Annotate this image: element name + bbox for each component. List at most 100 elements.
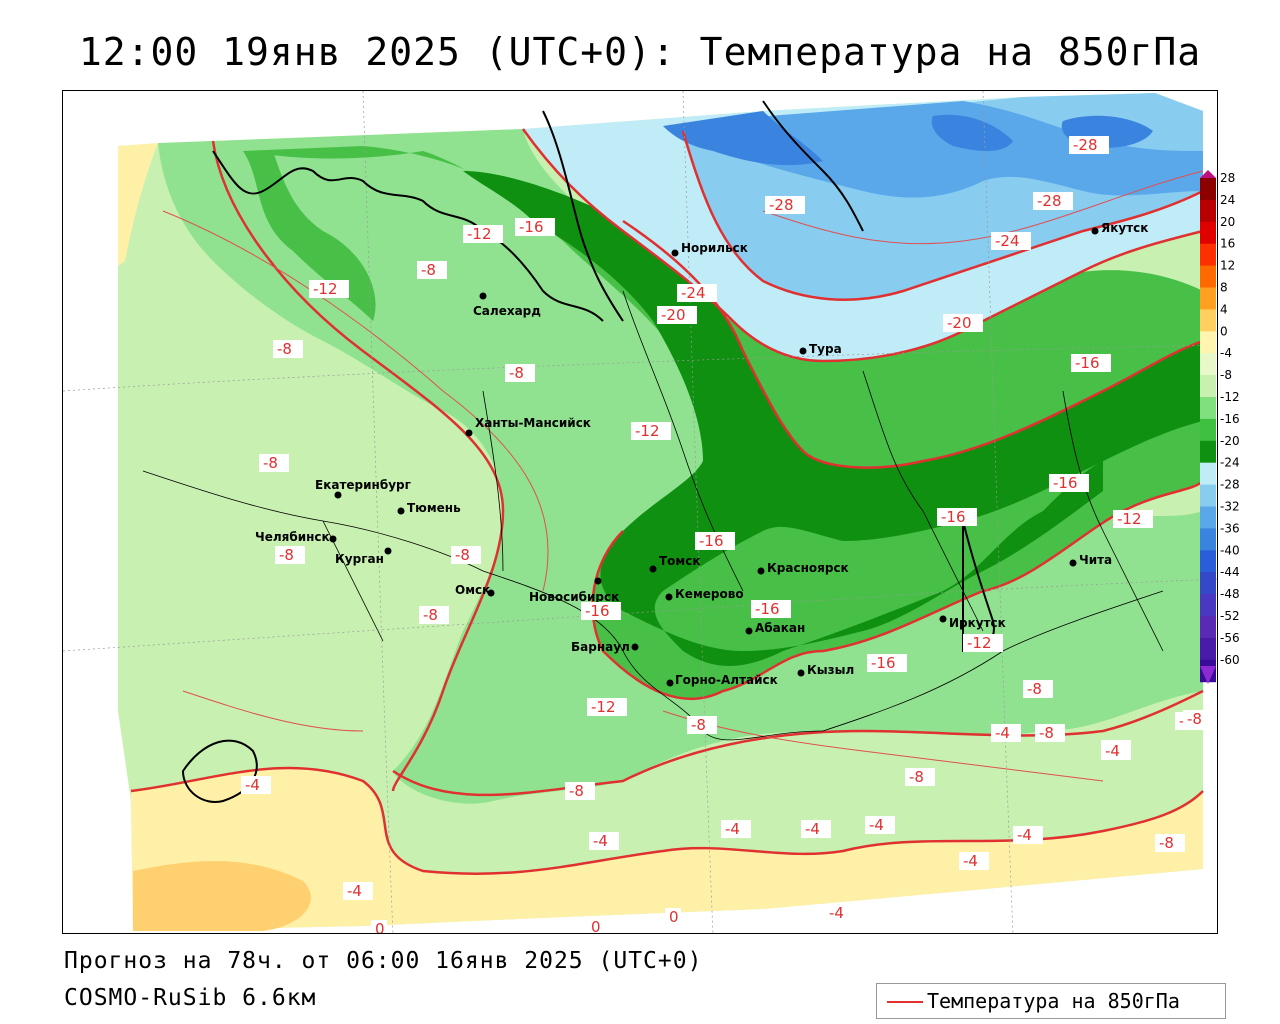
isotherm-label: -4 bbox=[1105, 742, 1120, 760]
colorbar-tick-label: -12 bbox=[1220, 390, 1240, 404]
graticule bbox=[63, 91, 1217, 933]
isotherm-label: -16 bbox=[699, 532, 724, 550]
isotherm-label: -4 bbox=[869, 816, 884, 834]
isotherm-label: -8 bbox=[909, 768, 924, 786]
colorbar-tick-label: -36 bbox=[1220, 521, 1240, 535]
isotherm-label: 0 bbox=[669, 908, 679, 926]
isotherm-label: -8 bbox=[509, 364, 524, 382]
colorbar-swatch bbox=[1200, 418, 1216, 442]
isotherm-label: -8 bbox=[691, 716, 706, 734]
city-label: Курган bbox=[335, 552, 384, 566]
isotherm-label: -4 bbox=[1017, 826, 1032, 844]
city-labels: Норильск Салехард Якутск Тура Ханты-Манс… bbox=[255, 221, 1148, 687]
isotherm-label: 0 bbox=[591, 918, 601, 934]
city-markers bbox=[329, 227, 1099, 687]
isotherm-label: -8 bbox=[279, 546, 294, 564]
city-label: Челябинск bbox=[255, 530, 330, 544]
colorbar-tick-label: 20 bbox=[1220, 215, 1235, 229]
zone-minus-28 bbox=[703, 101, 1203, 198]
city-label: Екатеринбург bbox=[315, 478, 411, 492]
isotherm-label: -28 bbox=[1037, 192, 1062, 210]
colorbar-swatch bbox=[1200, 331, 1216, 354]
colorbar-tick-label: -20 bbox=[1220, 434, 1240, 448]
colorbar-swatch bbox=[1200, 594, 1216, 617]
isotherm-lines bbox=[130, 128, 1204, 875]
isotherm-label: -8 bbox=[263, 454, 278, 472]
isotherm-label: -4 bbox=[245, 776, 260, 794]
colorbar-swatch bbox=[1200, 375, 1216, 398]
line-legend: Температура на 850гПа bbox=[876, 983, 1226, 1019]
colorbar-swatch bbox=[1200, 221, 1216, 245]
colorbar-tick-label: 0 bbox=[1220, 324, 1228, 338]
city-label: Иркутск bbox=[949, 616, 1006, 630]
city-label: Абакан bbox=[755, 621, 805, 635]
isotherm-label: -16 bbox=[1053, 474, 1078, 492]
isotherm-label: -16 bbox=[585, 602, 610, 620]
city-label: Красноярск bbox=[767, 561, 849, 575]
isotherm-label: -8 bbox=[569, 782, 584, 800]
colorbar-swatch bbox=[1200, 572, 1216, 595]
city-label: Якутск bbox=[1101, 221, 1148, 235]
zone-minus-16 bbox=[463, 171, 1203, 666]
colorbar-swatch bbox=[1200, 528, 1216, 551]
isotherm-label: -20 bbox=[661, 306, 686, 324]
isotherm-label: -8 bbox=[455, 546, 470, 564]
isotherm-label: -8 bbox=[421, 261, 436, 279]
isotherm-label: -8 bbox=[1039, 724, 1054, 742]
colorbar-swatch bbox=[1200, 243, 1216, 267]
warm-zone-south bbox=[131, 768, 1203, 931]
colorbar-swatch bbox=[1200, 616, 1216, 639]
city-label: Салехард bbox=[473, 304, 541, 318]
colorbar-tick-label: -16 bbox=[1220, 412, 1240, 426]
city-label: Новосибирск bbox=[529, 590, 619, 604]
city-label: Ханты-Мансийск bbox=[475, 416, 591, 430]
isotherm-label: -4 bbox=[995, 724, 1010, 742]
forecast-info: Прогноз на 78ч. от 06:00 16янв 2025 (UTC… bbox=[64, 948, 703, 974]
legend-line-swatch bbox=[887, 1001, 923, 1003]
city-label: Кемерово bbox=[675, 587, 744, 601]
colorbar-bottom-arrow bbox=[1200, 666, 1216, 684]
city-label: Горно-Алтайск bbox=[675, 673, 778, 687]
colorbar-swatch bbox=[1200, 287, 1216, 310]
isotherm-label: -8 bbox=[1187, 710, 1202, 728]
isotherm-label: -28 bbox=[769, 196, 794, 214]
colorbar-tick-label: 8 bbox=[1220, 281, 1228, 295]
colorbar-tick-label: 16 bbox=[1220, 237, 1235, 251]
warm-zone-west bbox=[118, 143, 158, 266]
isotherm-label: -12 bbox=[1117, 510, 1142, 528]
isotherm-label: -4 bbox=[725, 820, 740, 838]
colorbar-swatch bbox=[1200, 397, 1216, 420]
isotherm-label: 0 bbox=[375, 920, 385, 934]
colorbar-tick-label: -40 bbox=[1220, 543, 1240, 557]
model-name: COSMO-RuSib 6.6км bbox=[64, 985, 317, 1011]
legend-label: Температура на 850гПа bbox=[927, 989, 1180, 1013]
zone-minus-36 bbox=[663, 111, 823, 166]
city-label: Кызыл bbox=[807, 663, 854, 677]
isotherm-label: -8 bbox=[277, 340, 292, 358]
isotherm-label: -4 bbox=[593, 832, 608, 850]
isotherm-label: -12 bbox=[967, 634, 992, 652]
isotherm-label: -8 bbox=[423, 606, 438, 624]
isotherm-label: -4 bbox=[963, 852, 978, 870]
isotherm-label: -16 bbox=[871, 654, 896, 672]
colorbar-tick-label: -32 bbox=[1220, 500, 1240, 514]
thin-isotherms bbox=[162, 170, 1204, 782]
city-label: Тура bbox=[809, 342, 842, 356]
zone-minus-8 bbox=[158, 129, 1203, 804]
map-title: 12:00 19янв 2025 (UTC+0): Температура на… bbox=[78, 30, 1202, 74]
isotherm-label: -12 bbox=[591, 698, 616, 716]
isotherm-label: -4 bbox=[347, 882, 362, 900]
zone-minus-12-west bbox=[243, 151, 376, 321]
temperature-map[interactable]: Норильск Салехард Якутск Тура Ханты-Манс… bbox=[62, 90, 1218, 934]
isotherm-label: -16 bbox=[519, 218, 544, 236]
isotherm-label: -16 bbox=[941, 508, 966, 526]
isotherm-label: -28 bbox=[1073, 136, 1098, 154]
colorbar-tick-label: -60 bbox=[1220, 653, 1240, 667]
isotherm-label: -8 bbox=[1159, 834, 1174, 852]
colorbar-tick-label: -52 bbox=[1220, 609, 1240, 623]
isotherm-label: -24 bbox=[681, 284, 706, 302]
colorbar-top-arrow bbox=[1200, 170, 1216, 178]
isotherm-label: -16 bbox=[1075, 354, 1100, 372]
isotherm-label: -12 bbox=[313, 280, 338, 298]
isotherm-label: -8 bbox=[1027, 680, 1042, 698]
